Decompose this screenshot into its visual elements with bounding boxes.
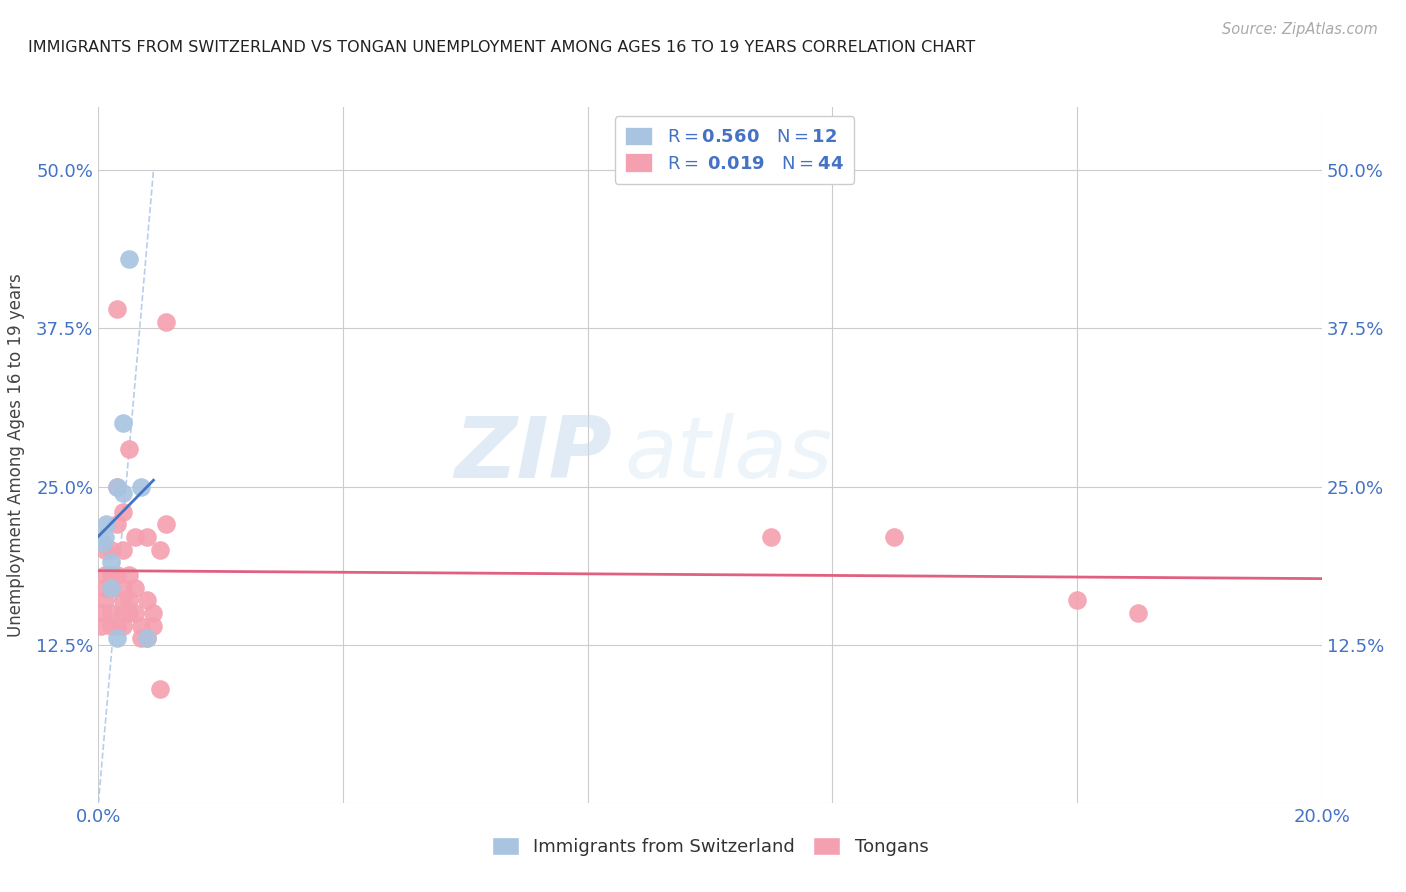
Point [136, 632, 159, 646]
Point [1066, 593, 1088, 607]
Point [93, 593, 115, 607]
Point [129, 632, 152, 646]
Y-axis label: Unemployment Among Ages 16 to 19 years: Unemployment Among Ages 16 to 19 years [7, 273, 25, 637]
Point [111, 581, 134, 595]
Point [883, 530, 905, 544]
Point [91, 606, 114, 620]
Point [105, 632, 128, 646]
Point [100, 556, 122, 570]
Point [124, 530, 146, 544]
Point [90, 618, 112, 632]
Point [105, 302, 128, 317]
Point [129, 618, 152, 632]
Point [136, 530, 159, 544]
Point [105, 517, 128, 532]
Point [93, 542, 115, 557]
Point [111, 505, 134, 519]
Text: Source: ZipAtlas.com: Source: ZipAtlas.com [1222, 22, 1378, 37]
Legend: Immigrants from Switzerland, Tongans: Immigrants from Switzerland, Tongans [485, 830, 935, 863]
Point [105, 568, 128, 582]
Text: atlas: atlas [624, 413, 832, 497]
Point [105, 618, 128, 632]
Point [142, 618, 165, 632]
Point [118, 252, 141, 266]
Point [1128, 606, 1150, 620]
Point [100, 606, 122, 620]
Point [111, 593, 134, 607]
Point [105, 479, 128, 493]
Point [155, 517, 177, 532]
Point [118, 593, 141, 607]
Point [93, 530, 115, 544]
Point [111, 542, 134, 557]
Point [124, 606, 146, 620]
Point [111, 417, 134, 431]
Point [136, 593, 159, 607]
Point [100, 581, 122, 595]
Point [93, 568, 115, 582]
Point [118, 568, 141, 582]
Point [94, 517, 117, 532]
Point [129, 479, 152, 493]
Point [155, 315, 177, 329]
Point [118, 606, 141, 620]
Point [91, 536, 114, 550]
Text: ZIP: ZIP [454, 413, 612, 497]
Point [93, 581, 115, 595]
Point [149, 681, 172, 696]
Point [100, 618, 122, 632]
Point [136, 632, 159, 646]
Point [100, 568, 122, 582]
Point [111, 606, 134, 620]
Point [142, 606, 165, 620]
Text: IMMIGRANTS FROM SWITZERLAND VS TONGAN UNEMPLOYMENT AMONG AGES 16 TO 19 YEARS COR: IMMIGRANTS FROM SWITZERLAND VS TONGAN UN… [28, 40, 976, 55]
Point [100, 581, 122, 595]
Point [149, 542, 172, 557]
Point [111, 486, 134, 500]
Point [759, 530, 782, 544]
Point [111, 618, 134, 632]
Point [105, 479, 128, 493]
Point [100, 542, 122, 557]
Point [118, 442, 141, 456]
Point [124, 581, 146, 595]
